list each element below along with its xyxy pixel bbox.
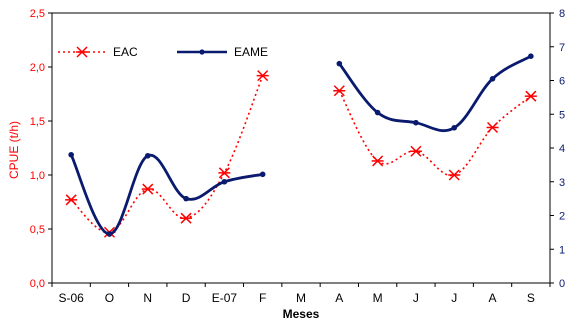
data-point <box>451 124 458 131</box>
right-axis: 0 1 2 3 4 5 6 7 8 <box>550 8 565 290</box>
x-tick-label: A <box>335 291 343 305</box>
data-point <box>259 171 266 178</box>
data-point <box>256 70 269 82</box>
series-line <box>70 75 264 234</box>
x-axis: S-06 O N D E-07 F M A M J J A S <box>51 283 551 305</box>
data-point <box>106 231 113 237</box>
data-point <box>524 90 537 102</box>
x-tick-label: S-06 <box>58 291 84 305</box>
legend-eac-label: EAC <box>113 45 138 59</box>
legend-eac-marker <box>76 46 88 58</box>
data-point <box>371 155 384 167</box>
x-tick-label: N <box>143 291 152 305</box>
left-tick-label: 2,0 <box>30 62 45 74</box>
x-axis-title: Meses <box>283 307 320 321</box>
x-tick-label: S <box>527 291 535 305</box>
data-point <box>144 152 151 159</box>
right-tick-label: 5 <box>559 109 565 121</box>
x-tick-label: M <box>296 291 306 305</box>
legend-item-eac: EAC <box>58 45 138 59</box>
data-point <box>486 121 499 134</box>
x-tick-label: D <box>182 291 191 305</box>
data-point <box>448 169 461 181</box>
series-line <box>338 54 532 133</box>
left-axis: 0,0 0,5 1,0 1,5 2,0 2,5 <box>30 8 52 290</box>
left-tick-label: 0,5 <box>30 224 45 236</box>
right-tick-label: 4 <box>559 143 565 155</box>
x-tick-label: O <box>105 291 114 305</box>
legend: EAC EAME <box>58 45 268 59</box>
x-tick-label: M <box>373 291 383 305</box>
y-axis-title-left: CPUE (t/h) <box>7 121 21 179</box>
legend-eame-marker <box>199 49 205 55</box>
data-point <box>409 145 422 157</box>
data-point <box>141 183 154 195</box>
right-tick-label: 0 <box>559 278 565 290</box>
left-tick-label: 1,5 <box>30 116 45 128</box>
x-tick-label: A <box>489 291 497 305</box>
data-point <box>68 151 74 158</box>
x-tick-label: E-07 <box>212 291 238 305</box>
data-point <box>65 194 78 206</box>
series-eame <box>68 53 534 237</box>
series-eac <box>65 70 537 238</box>
data-point <box>489 76 496 82</box>
right-tick-label: 2 <box>559 211 565 223</box>
right-tick-label: 6 <box>559 76 565 88</box>
x-tick-label: F <box>259 291 266 305</box>
data-point <box>218 167 231 179</box>
data-point <box>221 178 228 185</box>
right-tick-label: 7 <box>559 42 565 54</box>
data-point <box>180 212 193 224</box>
x-tick-label: J <box>451 291 457 305</box>
data-point <box>374 109 381 116</box>
series-line <box>69 154 263 236</box>
data-point <box>333 85 346 97</box>
series-line <box>338 90 532 177</box>
x-tick-label: J <box>413 291 419 305</box>
series-layer <box>65 53 537 238</box>
right-tick-label: 8 <box>559 8 565 20</box>
data-point <box>183 195 189 202</box>
data-point <box>528 53 534 59</box>
left-tick-label: 2,5 <box>30 8 45 20</box>
legend-item-eame: EAME <box>177 45 268 59</box>
left-tick-label: 0,0 <box>30 278 45 290</box>
legend-eame-label: EAME <box>234 45 268 59</box>
data-point <box>413 119 419 126</box>
right-tick-label: 1 <box>559 244 565 256</box>
left-tick-label: 1,0 <box>30 170 45 182</box>
data-point <box>336 60 343 67</box>
right-tick-label: 3 <box>559 177 565 189</box>
